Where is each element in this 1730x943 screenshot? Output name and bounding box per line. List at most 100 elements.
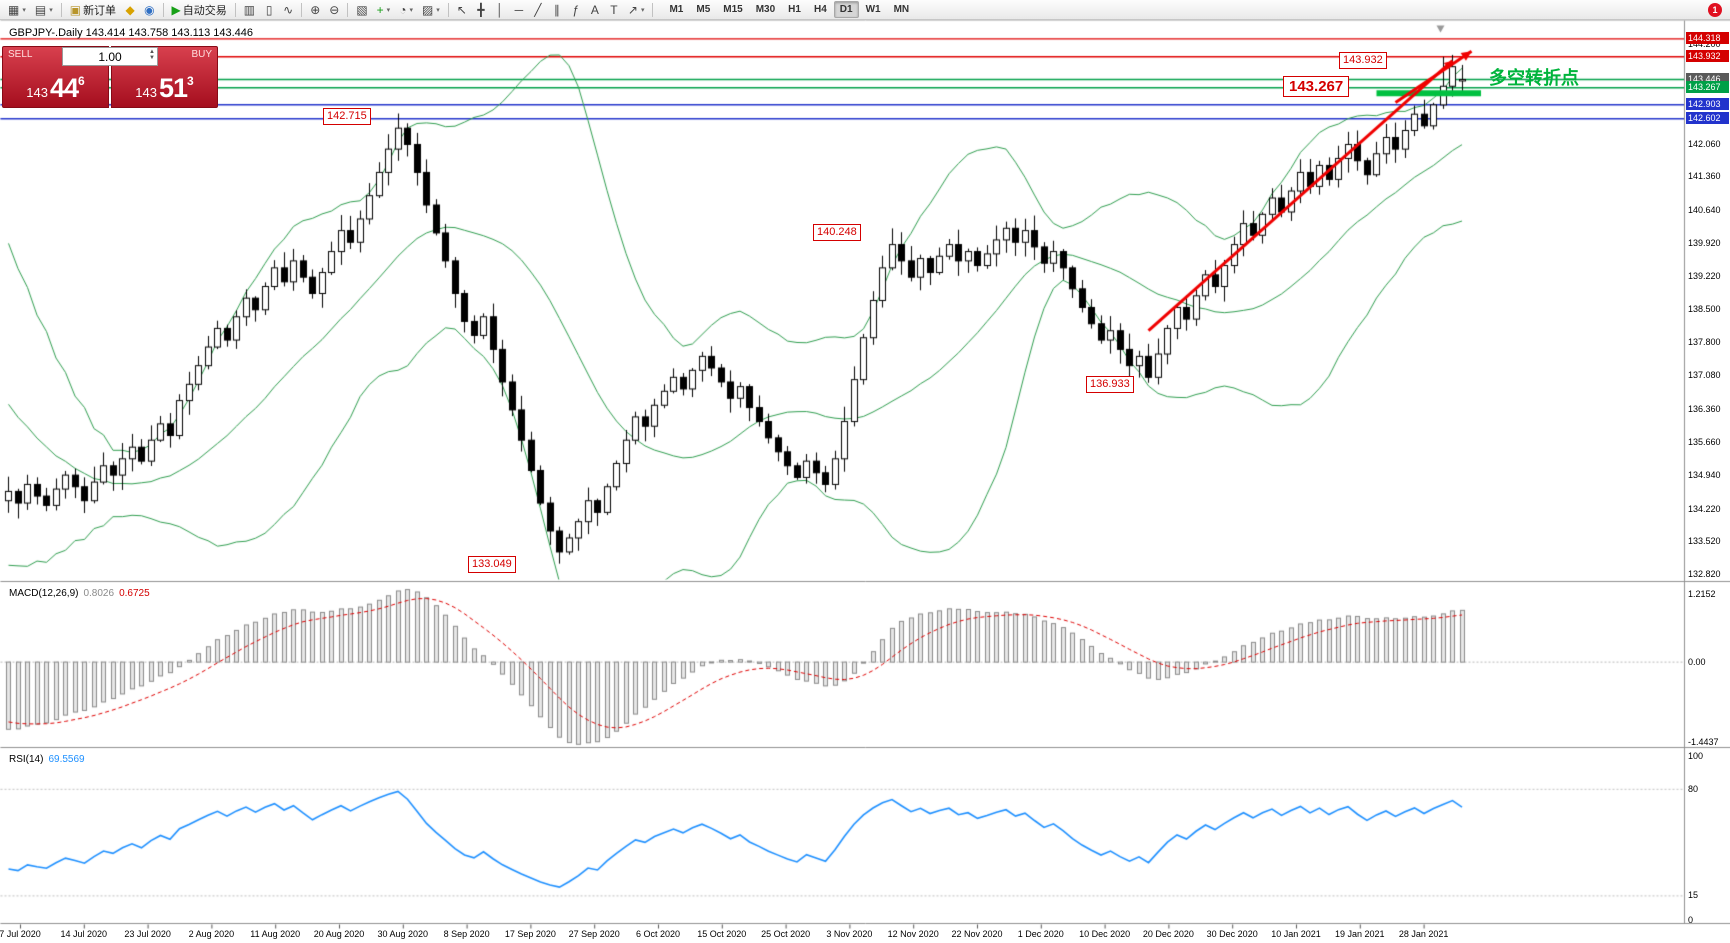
text-label-icon: T (610, 2, 618, 17)
new-order-icon: ▣ (69, 2, 82, 17)
price-scale-badge: 143.932 (1686, 50, 1729, 63)
notification-badge[interactable]: 1 (1708, 2, 1722, 17)
caret-down-icon: ▾ (22, 6, 26, 14)
line-chart-button[interactable]: ∿ (279, 1, 297, 19)
arrows-button[interactable]: ↗ ▾ (624, 1, 649, 19)
auto-trading-icon: ▶ (171, 2, 181, 17)
tile-windows-icon: ▧ (356, 2, 368, 17)
price-scale-label: 139.220 (1688, 270, 1721, 281)
price-scale-label: 135.660 (1688, 436, 1721, 447)
zoom-out-button[interactable]: ⊖ (325, 1, 343, 19)
rsi-scale-label: 80 (1688, 783, 1699, 794)
price-annotation-label[interactable]: 140.248 (813, 224, 861, 241)
macd-signal-value: 0.6725 (119, 588, 150, 599)
timeline-label: 8 Sep 2020 (443, 929, 490, 939)
metaeditor-button[interactable]: ◉ (140, 1, 158, 19)
candlestick-chart-button[interactable]: ▯ (260, 1, 278, 19)
vertical-line-icon: │ (496, 2, 504, 17)
fibonacci-button[interactable]: ƒ (567, 1, 585, 19)
timeframe-MN[interactable]: MN (893, 4, 910, 15)
timeline-label: 30 Dec 2020 (1206, 929, 1258, 939)
equidistant-channel-button[interactable]: ∥ (548, 1, 566, 19)
macd-scale-label: 0.00 (1688, 656, 1706, 667)
timeframe-M15[interactable]: M15 (723, 4, 743, 15)
price-scale-badge: 142.903 (1686, 98, 1729, 111)
volume-input[interactable]: 1.00 ▲ ▼ (62, 47, 158, 66)
trendline-icon: ╱ (534, 2, 542, 17)
timeline-label: 6 Oct 2020 (635, 929, 681, 939)
timeframe-W1[interactable]: W1 (865, 4, 881, 15)
sell-label: SELL (8, 49, 33, 60)
new-chart-button[interactable]: ▦ ▾ (4, 1, 30, 19)
timeframe-M5[interactable]: M5 (696, 4, 711, 15)
timeframe-M1[interactable]: M1 (669, 4, 684, 15)
timeline-label: 20 Dec 2020 (1142, 929, 1194, 939)
new-order-button[interactable]: ▣ 新订单 (66, 1, 120, 19)
volume-stepper[interactable]: ▲ ▼ (149, 49, 155, 61)
price-annotation-label[interactable]: 133.049 (468, 556, 516, 573)
new-order-label: 新订单 (83, 4, 117, 17)
horizontal-line-button[interactable]: ─ (510, 1, 528, 19)
rsi-scale-label: 15 (1688, 890, 1699, 901)
zoom-in-button[interactable]: ⊕ (306, 1, 324, 19)
line-chart-icon: ∿ (283, 2, 294, 17)
turning-point-text[interactable]: 多空转折点 (1489, 68, 1579, 88)
rsi-value: 69.5569 (48, 754, 85, 765)
toolbar-separator (60, 2, 62, 17)
price-annotation-label[interactable]: 142.715 (323, 108, 371, 125)
timeline-label: 12 Nov 2020 (887, 929, 939, 939)
horizontal-line-icon: ─ (514, 2, 524, 17)
price-scale-label: 137.080 (1688, 370, 1721, 381)
price-annotation-label[interactable]: 143.267 (1283, 76, 1350, 97)
bid-price: 143446 (26, 73, 85, 103)
price-scale-label: 138.500 (1688, 304, 1721, 315)
price-annotation-label[interactable]: 136.933 (1086, 376, 1134, 393)
price-annotation-label[interactable]: 143.932 (1339, 52, 1387, 69)
text-button[interactable]: A (586, 1, 604, 19)
timeline-label: 10 Dec 2020 (1079, 929, 1131, 939)
bar-chart-icon: ▥ (243, 2, 256, 17)
timeline-label: 10 Jan 2021 (1271, 929, 1321, 939)
text-label-button[interactable]: T (605, 1, 623, 19)
timeframe-H1[interactable]: H1 (788, 4, 801, 15)
toolbar-separator (234, 2, 236, 17)
arrows-icon: ↗ (627, 2, 638, 17)
stepper-down-icon[interactable]: ▼ (149, 55, 155, 61)
timeframe-group: M1 M5 M15 M30 H1 H4 D1 W1 MN (663, 1, 915, 18)
timeframe-M30[interactable]: M30 (755, 4, 776, 15)
toolbar-separator (347, 2, 349, 17)
tile-windows-button[interactable]: ▧ (352, 1, 371, 19)
profiles-button[interactable]: ▤ ▾ (31, 1, 57, 19)
bar-chart-button[interactable]: ▥ (240, 1, 259, 19)
vertical-line-button[interactable]: │ (491, 1, 509, 19)
price-scale-label: 137.800 (1688, 336, 1721, 347)
expert-advisors-icon: ◆ (125, 2, 135, 17)
timeline-label: 17 Sep 2020 (504, 929, 556, 939)
expert-advisors-button[interactable]: ◆ (121, 1, 139, 19)
cursor-button[interactable]: ↖ (453, 1, 471, 19)
auto-trading-button[interactable]: ▶ 自动交易 (168, 1, 231, 19)
ask-price: 143513 (135, 73, 194, 103)
rsi-indicator-label: RSI(14) 69.5569 (9, 754, 85, 765)
macd-main-value: 0.8026 (83, 588, 115, 599)
trendline-button[interactable]: ╱ (529, 1, 547, 19)
templates-button[interactable]: ▨ ▾ (418, 1, 444, 19)
macd-name: MACD(12,26,9) (9, 588, 79, 599)
macd-indicator-label: MACD(12,26,9) 0.8026 0.6725 (9, 588, 150, 599)
stepper-up-icon[interactable]: ▲ (149, 49, 155, 55)
toolbar-separator (301, 2, 303, 17)
price-scale-label: 132.820 (1688, 568, 1721, 579)
timeframe-D1[interactable]: D1 (833, 1, 859, 18)
timeframe-H4[interactable]: H4 (813, 4, 827, 15)
timeline-label: 25 Oct 2020 (761, 929, 811, 939)
periods-button[interactable]: ◔ ▾ (395, 1, 417, 19)
equidistant-channel-icon: ∥ (553, 2, 560, 17)
crosshair-button[interactable]: ╋ (472, 1, 490, 19)
candlestick-chart-icon: ▯ (265, 2, 273, 17)
price-scale-label: 134.220 (1688, 503, 1721, 514)
price-scale-label: 136.360 (1688, 403, 1721, 414)
caret-down-icon: ▾ (436, 6, 440, 14)
indicators-button[interactable]: + ▾ (373, 1, 395, 19)
